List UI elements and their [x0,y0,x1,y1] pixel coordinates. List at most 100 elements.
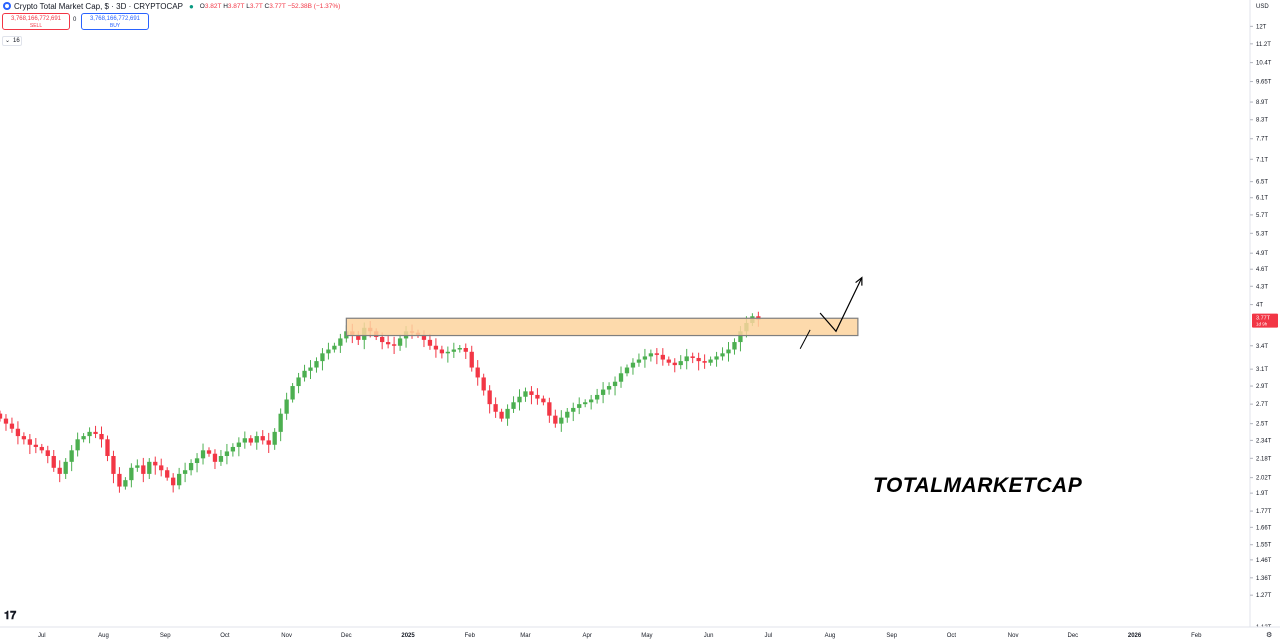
tradingview-logo-icon[interactable]: 𝟏𝟕 [4,610,17,622]
candle-body [439,349,445,354]
time-tick-label: Nov [281,633,292,639]
candle-body [242,438,247,443]
candle-body [284,399,289,414]
candle-body [457,348,462,350]
candle-body [147,461,152,474]
candle-body [451,349,456,352]
candle-body [433,345,439,350]
buy-price: 3,768,166,772,691 [89,16,141,22]
candle-body [624,367,630,374]
time-tick-label: Aug [825,633,836,639]
price-tick-label: 7.1T [1256,157,1268,163]
candle-body [606,386,612,390]
price-tick-label: 1.55T [1256,543,1272,549]
candle-body [332,345,337,350]
candle-body [594,394,600,400]
candle-body [153,461,158,466]
candle-body [541,398,546,403]
sell-price: 3,768,166,772,691 [10,16,62,22]
projection-path [819,277,863,333]
price-tick-label: 7.7T [1256,137,1268,143]
time-tick-label: Dec [1068,633,1079,639]
candle-body [159,465,164,471]
price-axis[interactable]: USD 12T 11.2T 10.4T 9.65T 8.9T 8.3T 7.7T 7.1T 6.5… [1249,0,1280,640]
candle-body [583,402,588,405]
price-tick-label: 2.18T [1256,456,1272,462]
candle-body [314,361,319,368]
candle-body [553,415,558,424]
price-tick-label: 2.9T [1256,384,1268,390]
candle-body [684,356,689,362]
price-axis-unit: USD [1256,4,1269,10]
price-tick-label: 1.66T [1256,525,1272,531]
high-key: H [223,2,228,10]
candle-body [469,351,474,368]
time-tick-label: Sep [886,633,897,639]
spread-value: 0 [73,17,77,23]
candle-body [296,377,301,387]
close-value: 3.77T [269,2,286,10]
time-tick-label: 2026 [1128,633,1142,639]
buy-label: BUY [109,23,121,29]
candle-body [129,467,134,481]
candle-body [421,334,427,340]
candle-body [69,450,74,462]
candle-body [726,349,731,354]
symbol-title[interactable]: Crypto Total Market Cap, $ · 3D · CRYPTO… [14,1,183,11]
price-tick-label: 2.7T [1256,402,1268,408]
price-tick-label: 6.1T [1256,196,1268,202]
last-price-badge [1252,313,1278,328]
candle-body [630,362,636,368]
price-tick-label: 2.34T [1256,438,1272,444]
candle-body [589,399,594,403]
candle-body [188,463,194,471]
time-tick-label: Oct [947,633,957,639]
candle-body [272,431,277,445]
candle-body [212,453,218,462]
candle-body [547,402,552,416]
price-tick-label: 10.4T [1256,61,1272,67]
indicators-toggle[interactable]: ⌄ 16 [2,36,22,46]
time-tick-label: Oct [220,633,230,639]
crypto-logo-icon [3,2,11,10]
candle-body [21,436,27,440]
last-price-countdown: 1d 9h [1256,322,1268,327]
candle-body [320,353,325,362]
price-tick-label: 5.7T [1256,213,1268,219]
close-key: C [264,2,270,10]
candle-body [0,413,3,419]
candle-body [529,391,534,395]
candle-body [660,354,665,360]
candle-body [218,456,224,462]
candle-body [385,342,391,345]
candle-body [511,402,516,409]
candle-body [87,431,92,437]
candle-body [224,451,230,457]
time-axis[interactable]: Jul Aug Sep Oct Nov Dec 2025 Feb Mar Apr May Jun Jul… [0,626,1280,640]
candle-body [141,465,146,474]
time-tick-label: May [641,633,652,639]
candle-body [338,338,343,346]
price-tick-label: 1.27T [1256,593,1272,599]
price-tick-label: 4.3T [1256,284,1268,290]
candle-body [117,473,122,487]
candle-body [45,450,50,457]
candle-body [260,436,265,441]
candle-body [182,470,188,474]
candle-body [672,362,677,366]
candle-body [230,446,236,452]
candle-body [254,436,259,443]
candle-body [278,413,283,432]
sell-button[interactable]: 3,768,166,772,691 SELL [2,13,70,30]
price-tick-label: 1.46T [1256,558,1272,564]
time-tick-label: Sep [160,633,171,639]
candle-body [39,446,44,451]
candle-body [738,331,743,343]
price-tick-label: 11.2T [1256,42,1271,48]
buy-button[interactable]: 3,768,166,772,691 BUY [81,13,149,30]
candle-body [708,359,713,363]
ohlc-values: O3.82T H3.87T L3.7T C3.77T −52.38B (−1.3… [200,3,341,10]
market-status-dot-icon: ● [188,1,194,11]
last-price-label: 3.77T [1256,316,1271,322]
